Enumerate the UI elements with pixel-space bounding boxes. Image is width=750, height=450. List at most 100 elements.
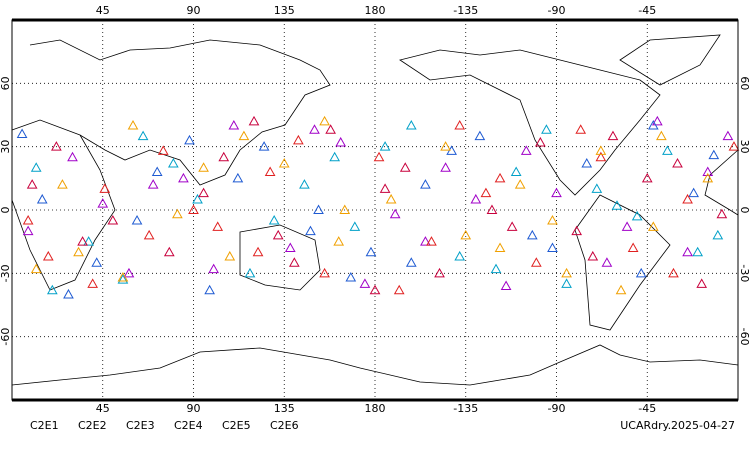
observation-marker (662, 145, 673, 155)
observation-marker (313, 204, 324, 214)
observation-marker (506, 221, 518, 231)
observation-marker (470, 193, 482, 204)
observation-marker (500, 280, 512, 290)
observation-marker (188, 204, 199, 214)
observation-marker (547, 215, 558, 225)
south-america (574, 194, 671, 331)
y-tick-label-left: -30 (0, 264, 12, 282)
observation-marker (561, 267, 572, 278)
legend-entry: C2E6 (270, 419, 299, 432)
observation-marker (268, 215, 280, 225)
greenland (619, 34, 721, 86)
observation-marker (434, 267, 445, 278)
observation-marker (379, 141, 391, 151)
observation-marker (248, 115, 260, 126)
observation-marker (131, 215, 143, 225)
observation-marker (319, 267, 330, 278)
observation-marker (192, 193, 203, 204)
observation-marker (127, 120, 139, 130)
observation-marker (284, 242, 296, 252)
observation-marker (345, 272, 357, 282)
observation-marker (157, 145, 169, 155)
observation-marker (480, 187, 492, 198)
observation-marker (272, 229, 284, 240)
observation-marker (547, 242, 558, 252)
observation-marker (167, 158, 179, 168)
observation-marker (601, 257, 613, 267)
y-tick-label-left: 60 (0, 76, 12, 90)
observation-marker (420, 179, 431, 189)
observation-marker (67, 151, 78, 162)
observation-marker (288, 257, 300, 267)
observation-marker (335, 136, 347, 147)
observation-marker (30, 162, 42, 172)
legend-entry: C2E5 (222, 419, 251, 432)
observation-marker (198, 162, 209, 172)
observation-marker (178, 172, 189, 183)
observation-marker (258, 141, 270, 151)
observation-marker (722, 130, 734, 141)
observation-marker (440, 162, 451, 172)
observation-marker (91, 257, 103, 267)
observation-marker (526, 229, 538, 240)
observation-marker (702, 166, 714, 176)
observation-marker (117, 274, 129, 284)
observation-marker (309, 124, 320, 134)
observation-marker (510, 166, 522, 176)
observation-marker (42, 250, 54, 261)
observation-marker (151, 166, 163, 176)
observation-marker (212, 221, 224, 231)
observation-marker (514, 179, 526, 189)
graticule (12, 20, 738, 400)
observation-marker (228, 120, 240, 130)
x-tick-label-top: 90 (187, 4, 201, 17)
observation-marker (571, 225, 583, 236)
observation-marker (712, 229, 724, 240)
x-tick-label-bottom: 135 (274, 402, 295, 415)
observation-marker (22, 215, 34, 225)
observation-marker (668, 267, 679, 278)
observation-marker (73, 246, 84, 257)
observation-marker (319, 115, 330, 126)
observation-marker (389, 208, 401, 219)
observation-marker (591, 183, 603, 193)
x-tick-label-top: 180 (365, 4, 386, 17)
observation-marker (208, 263, 220, 274)
x-tick-label-bottom: 45 (96, 402, 110, 415)
observation-marker (83, 236, 94, 246)
x-tick-label-bottom: -135 (453, 402, 478, 415)
observation-marker (369, 284, 381, 295)
observation-marker (405, 120, 417, 130)
antarctica (11, 344, 739, 386)
x-tick-label-bottom: -90 (548, 402, 566, 415)
observation-marker (611, 200, 623, 210)
observation-marker (57, 179, 68, 189)
observation-marker (647, 221, 659, 231)
coastlines (11, 34, 739, 386)
run-label: UCARdry.2025-04-27 (620, 419, 735, 432)
observation-marker (238, 130, 250, 141)
observation-marker (264, 166, 276, 176)
observation-marker (172, 208, 183, 219)
observation-marker (385, 193, 397, 204)
observation-marker (99, 183, 111, 193)
observation-marker (454, 250, 466, 261)
observation-marker (631, 210, 643, 221)
observation-marker (46, 284, 58, 295)
observation-marker (77, 236, 88, 246)
observation-marker (520, 145, 532, 155)
observation-marker (615, 284, 627, 295)
observation-marker (682, 193, 693, 204)
observation-marker (682, 246, 693, 257)
x-tick-label-bottom: 90 (187, 402, 201, 415)
y-tick-label-right: 60 (738, 76, 750, 90)
observation-marker (486, 204, 498, 214)
observation-marker (87, 278, 99, 288)
observation-marker (587, 250, 599, 261)
observation-marker (405, 257, 417, 267)
observation-marker (696, 278, 708, 288)
observation-marker (494, 172, 506, 183)
observation-marker (299, 179, 310, 189)
labels: 45 45 90 90 135 135 180 180 -135 -135 -90 -90 -45 -45… (0, 4, 750, 432)
x-tick-label-top: -90 (548, 4, 566, 17)
